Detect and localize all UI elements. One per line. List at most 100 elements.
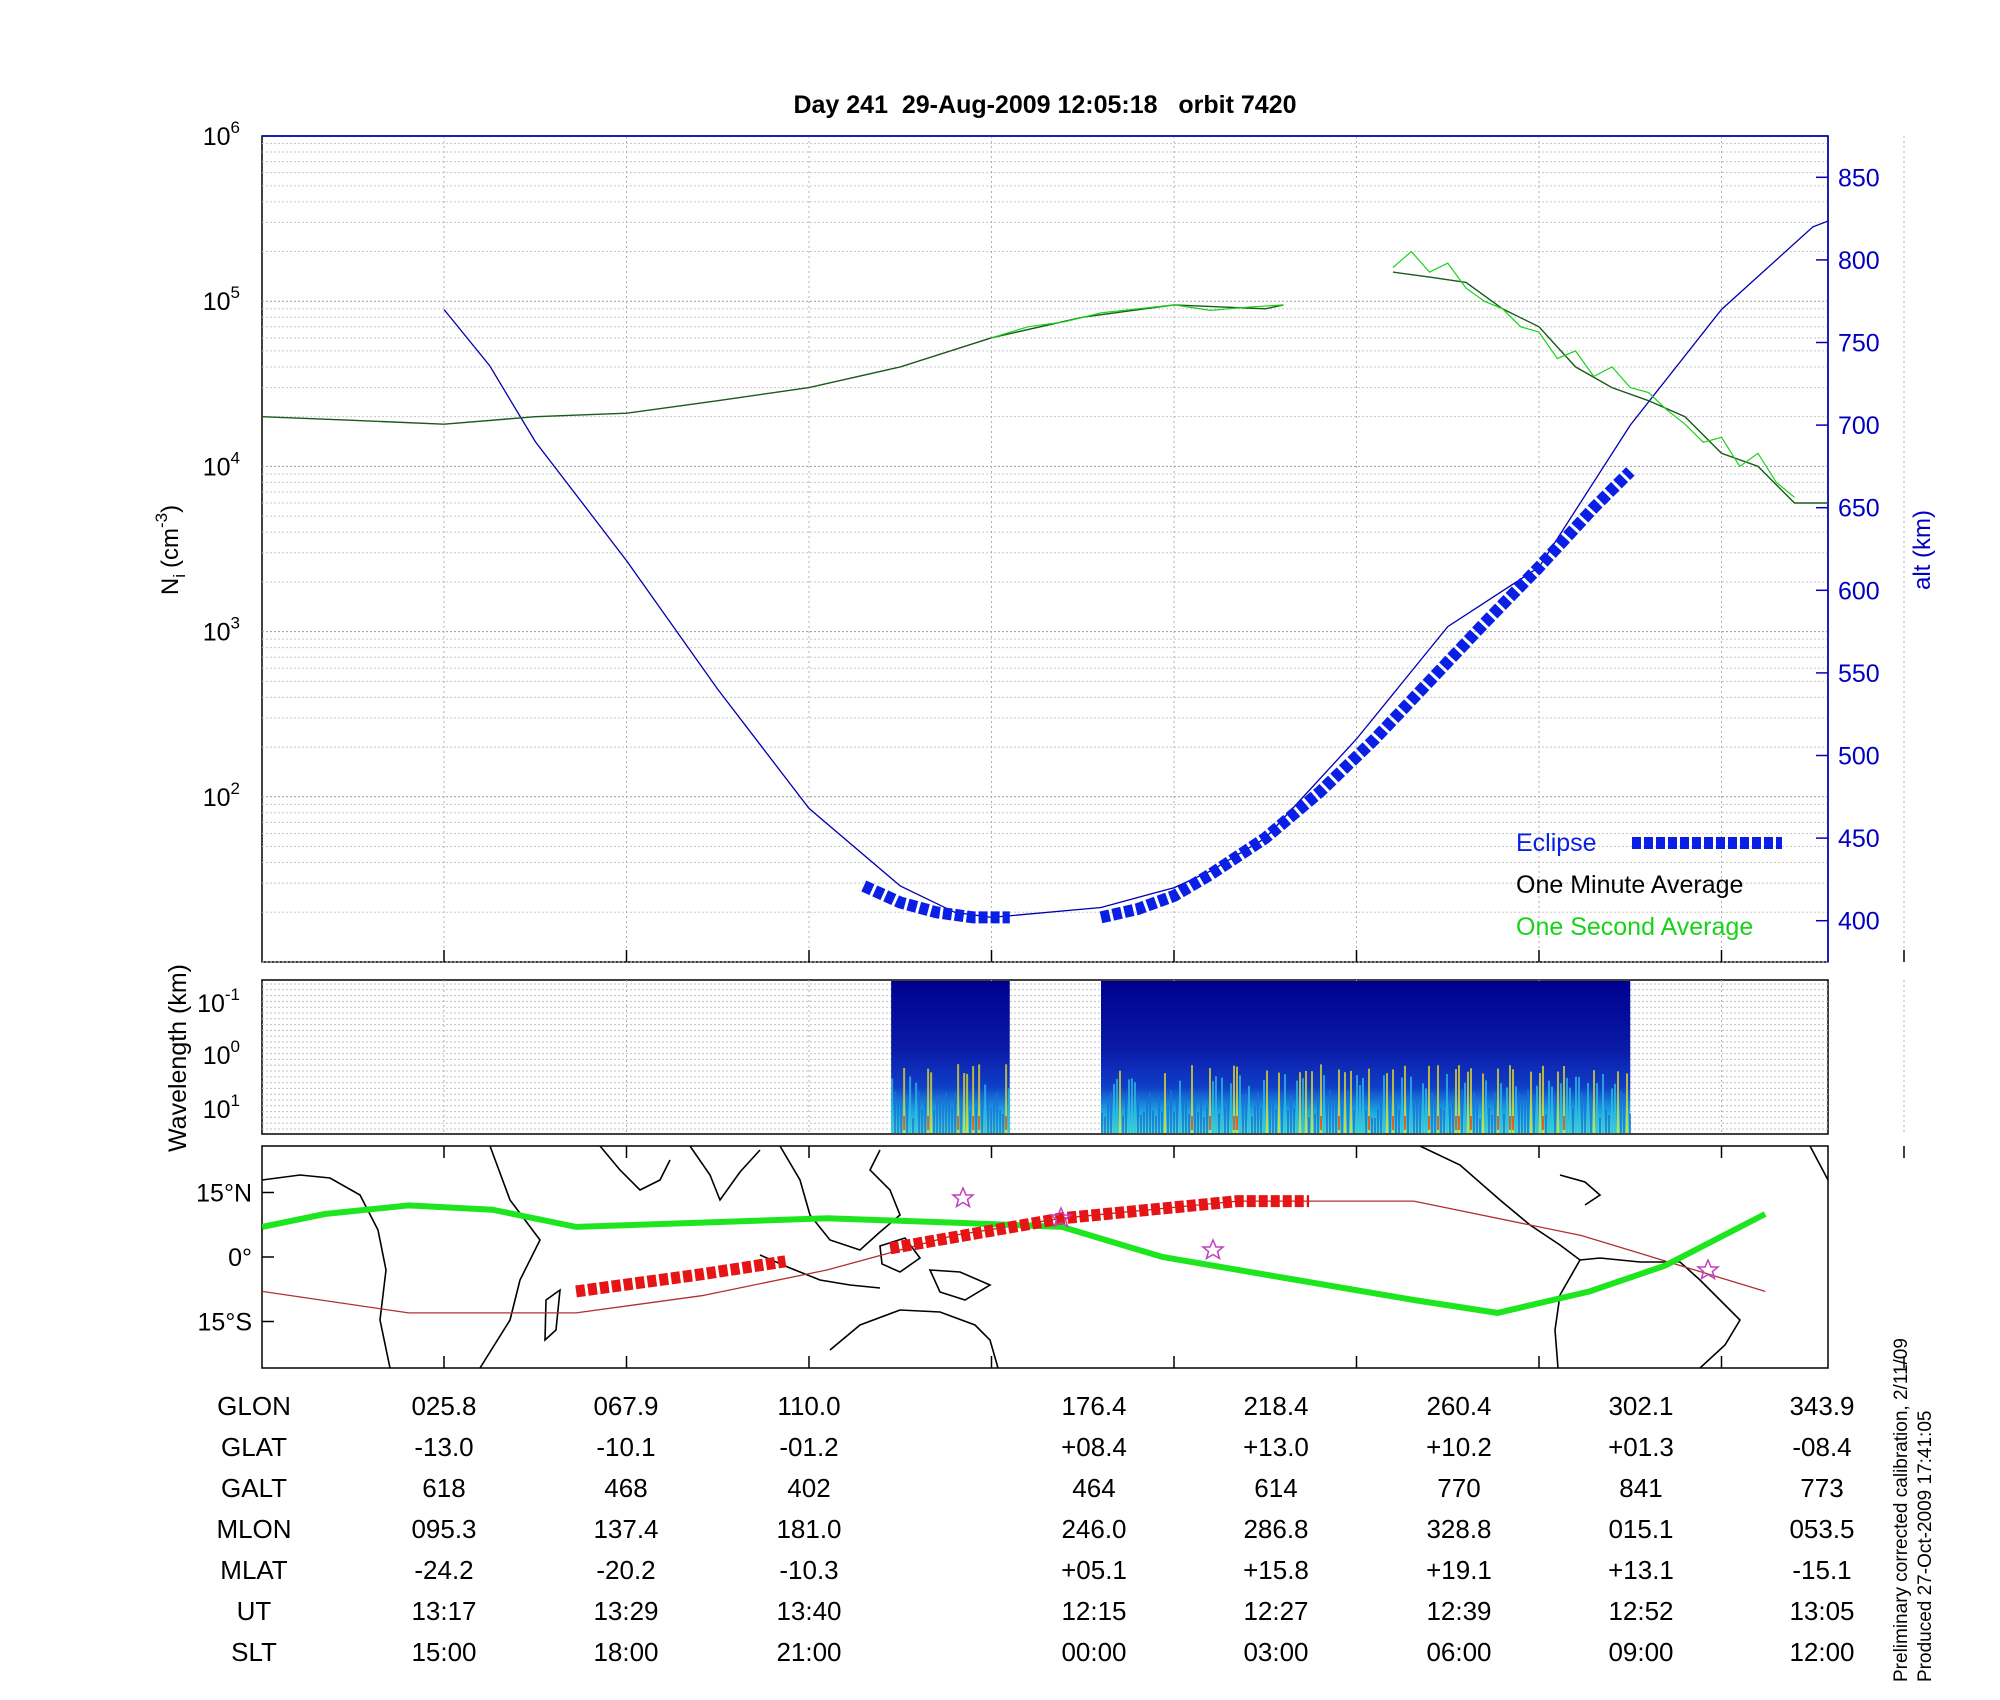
calibration-note: Preliminary corrected calibration, 2/11/… (1891, 1338, 1912, 1682)
spectrogram-stripe (1443, 1110, 1445, 1133)
table-cell: +13.1 (1608, 1555, 1674, 1585)
density-vertical-grid (443, 136, 1905, 962)
spectrogram-tick-label: 10-1 (197, 985, 240, 1018)
table-cell: -08.4 (1792, 1432, 1851, 1462)
spectrogram-stripe (903, 1067, 906, 1133)
density-panel: 102 103 104 105 106 400 450 500 550 600 650 700 750… (152, 118, 1936, 963)
altitude-tick-label: 400 (1838, 908, 1880, 936)
table-cell: 12:00 (1789, 1637, 1854, 1667)
table-cell: 402 (787, 1473, 830, 1503)
chart-title: Day 241 29-Aug-2009 12:05:18 orbit 7420 (793, 91, 1296, 119)
spectrogram-stripe (1290, 1094, 1292, 1133)
altitude-tick-label: 750 (1838, 330, 1880, 358)
density-y-axis-label: Ni(cm-3) (152, 505, 189, 595)
spectrogram-stripe (1272, 1103, 1274, 1133)
spectrogram-stripe (1371, 1117, 1373, 1133)
spectrogram-stripe (1338, 1069, 1340, 1133)
spectrogram-stripe (1287, 1110, 1289, 1133)
map-latitude-label: 15°N (196, 1180, 252, 1208)
spectrogram-stripe (1368, 1116, 1370, 1130)
coastline-australia (829, 1309, 999, 1368)
table-cell: 618 (422, 1473, 465, 1503)
one-second-average-line (1392, 250, 1795, 498)
table-cell: 841 (1619, 1473, 1662, 1503)
altitude-tick-label: 450 (1838, 825, 1880, 853)
spectrogram-stripe (1512, 1116, 1514, 1130)
spectrogram-stripe (1395, 1102, 1397, 1133)
star-icon (1200, 1238, 1226, 1261)
spectrogram-stripe (1551, 1086, 1553, 1133)
legend-eclipse-label: Eclipse (1516, 829, 1597, 857)
spectrogram-stripe (993, 1094, 996, 1133)
spectrogram-stripe (891, 1078, 894, 1133)
spectrogram-stripe (1104, 1116, 1106, 1133)
spectrogram-stripe (1557, 1071, 1559, 1133)
map-latitude-label: 15°S (198, 1309, 252, 1337)
spectrogram-stripe (918, 1091, 921, 1133)
spectrogram-stripe (912, 1118, 915, 1133)
spectrogram-stripe (1365, 1110, 1367, 1133)
spectrogram-stripe (1215, 1076, 1217, 1133)
spectrogram-stripe (1512, 1069, 1514, 1133)
table-cell: 468 (604, 1473, 647, 1503)
eclipse-track-segment (575, 1255, 787, 1298)
spectrogram-stripe (1131, 1078, 1133, 1133)
table-cell: 13:40 (776, 1596, 841, 1626)
spectrogram-stripe (1542, 1116, 1544, 1130)
table-cell: -01.2 (779, 1432, 838, 1462)
spectrogram-stripe (1191, 1116, 1193, 1130)
spectrogram-stripe (1440, 1107, 1442, 1133)
spectrogram-stripe (906, 1094, 909, 1133)
spectrogram-stripe (1620, 1091, 1622, 1133)
table-cell: 12:15 (1061, 1596, 1126, 1626)
spectrogram-stripe (1005, 1116, 1008, 1130)
spectrogram-stripe (1314, 1113, 1316, 1133)
spectrogram-stripe (1146, 1097, 1148, 1133)
table-cell: 095.3 (411, 1514, 476, 1544)
spectrogram-stripe (894, 1091, 897, 1133)
coastline-new-guinea (928, 1269, 992, 1301)
spectrogram-stripe (1425, 1088, 1427, 1133)
spectrogram-stripe (1497, 1068, 1499, 1133)
spectrogram-stripe (1389, 1101, 1391, 1133)
spectrogram-stripe (1335, 1097, 1337, 1133)
spectrogram-stripe (975, 1106, 978, 1133)
spectrogram-stripe (1449, 1106, 1451, 1133)
spectrogram-stripe (1206, 1106, 1208, 1133)
spectrogram-stripe (1374, 1117, 1376, 1133)
spectrogram-stripe (969, 1110, 972, 1133)
spectrogram-stripe (1413, 1103, 1415, 1133)
spectrogram-stripe (1299, 1072, 1301, 1133)
density-tick-label: 102 (203, 779, 240, 812)
table-cell: -15.1 (1792, 1555, 1851, 1585)
spectrogram-stripe (1233, 1116, 1235, 1130)
spectrogram-stripe (1404, 1116, 1406, 1130)
spectrogram-stripe (1383, 1075, 1385, 1133)
spectrogram-stripe (927, 1068, 930, 1133)
eclipse-segment (1099, 467, 1635, 924)
spectrogram-stripe (1185, 1102, 1187, 1133)
spectrogram-stripe (1500, 1083, 1502, 1133)
coastline-africa (262, 1174, 391, 1368)
spectrogram-stripe (1593, 1070, 1595, 1133)
eclipse-track-segment (889, 1195, 1310, 1255)
spectrogram-stripe (1467, 1071, 1469, 1133)
spectrogram-stripe (1200, 1099, 1202, 1133)
spectrogram-stripe (945, 1091, 948, 1133)
spectrogram-stripe (1260, 1107, 1262, 1133)
table-cell: 00:00 (1061, 1637, 1126, 1667)
spectrogram-stripe (1623, 1093, 1625, 1133)
spectrogram-stripe (936, 1094, 939, 1133)
coastline-madagascar (544, 1288, 561, 1342)
spectrogram-stripe (1233, 1065, 1235, 1133)
table-cell: +15.8 (1243, 1555, 1309, 1585)
table-cell: 218.4 (1243, 1391, 1308, 1421)
coastline-north-america (1419, 1146, 1581, 1261)
spectrogram-stripe (1629, 1113, 1631, 1133)
map-panel: 15°N 0° 15°S (196, 1145, 1905, 1369)
spectrogram-stripe (1119, 1070, 1121, 1133)
table-row-label: SLT (231, 1637, 277, 1667)
spectrogram-stripe (1008, 1088, 1011, 1133)
spectrogram-stripe (1428, 1065, 1430, 1133)
